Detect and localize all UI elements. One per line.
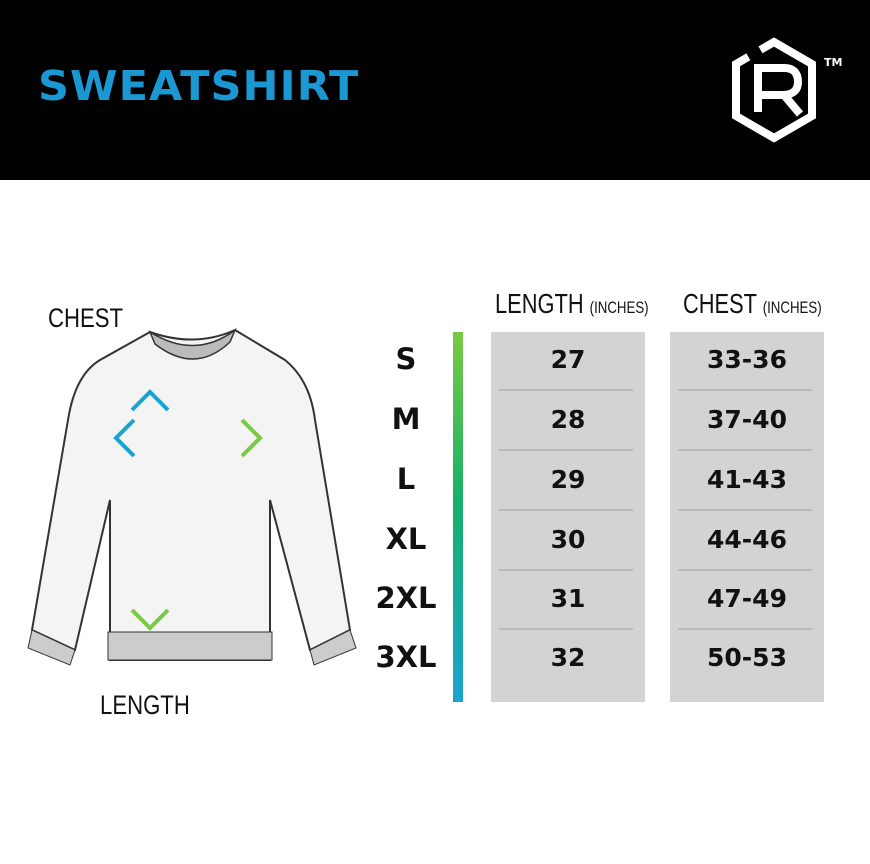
chest-cell: 47-49 xyxy=(707,584,787,613)
row-divider xyxy=(678,509,812,511)
trademark: TM xyxy=(824,56,842,69)
chest-column-header: CHEST (INCHES) xyxy=(683,288,822,320)
row-divider xyxy=(678,569,812,571)
row-divider xyxy=(678,628,812,630)
length-arrow-icon xyxy=(130,389,170,631)
row-divider xyxy=(499,389,633,391)
chest-column: 33-36 37-40 41-43 44-46 47-49 50-53 xyxy=(670,332,824,702)
header-unit: (INCHES) xyxy=(762,298,822,317)
chest-cell: 50-53 xyxy=(707,643,787,672)
length-cell: 29 xyxy=(550,465,586,494)
brand-logo-icon: TM xyxy=(732,37,842,143)
row-divider xyxy=(678,449,812,451)
header-banner: SWEATSHIRT TM xyxy=(0,0,870,180)
chest-cell: 33-36 xyxy=(707,345,787,374)
chest-arrow-icon xyxy=(113,418,263,458)
size-label: S xyxy=(395,342,417,376)
chest-cell: 44-46 xyxy=(707,525,787,554)
size-label: L xyxy=(396,462,416,496)
row-divider xyxy=(499,569,633,571)
size-gradient-bar xyxy=(453,332,463,702)
size-label: 2XL xyxy=(375,581,437,615)
header-unit: (INCHES) xyxy=(589,298,649,317)
length-cell: 32 xyxy=(550,643,586,672)
size-label: M xyxy=(391,402,421,436)
length-cell: 30 xyxy=(550,525,586,554)
length-column: 27 28 29 30 31 32 xyxy=(491,332,645,702)
length-cell: 31 xyxy=(550,584,586,613)
size-label: 3XL xyxy=(375,640,437,674)
row-divider xyxy=(499,628,633,630)
sweatshirt-illustration xyxy=(27,327,357,666)
chest-cell: 37-40 xyxy=(707,405,787,434)
row-divider xyxy=(499,509,633,511)
size-label: XL xyxy=(385,522,427,556)
chest-label: CHEST xyxy=(48,303,124,333)
header-label: CHEST xyxy=(683,288,757,319)
chest-cell: 41-43 xyxy=(707,465,787,494)
page-title: SWEATSHIRT xyxy=(38,62,360,110)
length-label: LENGTH xyxy=(100,690,190,720)
length-column-header: LENGTH (INCHES) xyxy=(495,288,649,320)
header-label: LENGTH xyxy=(495,288,584,319)
length-cell: 28 xyxy=(550,405,586,434)
length-cell: 27 xyxy=(550,345,586,374)
row-divider xyxy=(678,389,812,391)
row-divider xyxy=(499,449,633,451)
